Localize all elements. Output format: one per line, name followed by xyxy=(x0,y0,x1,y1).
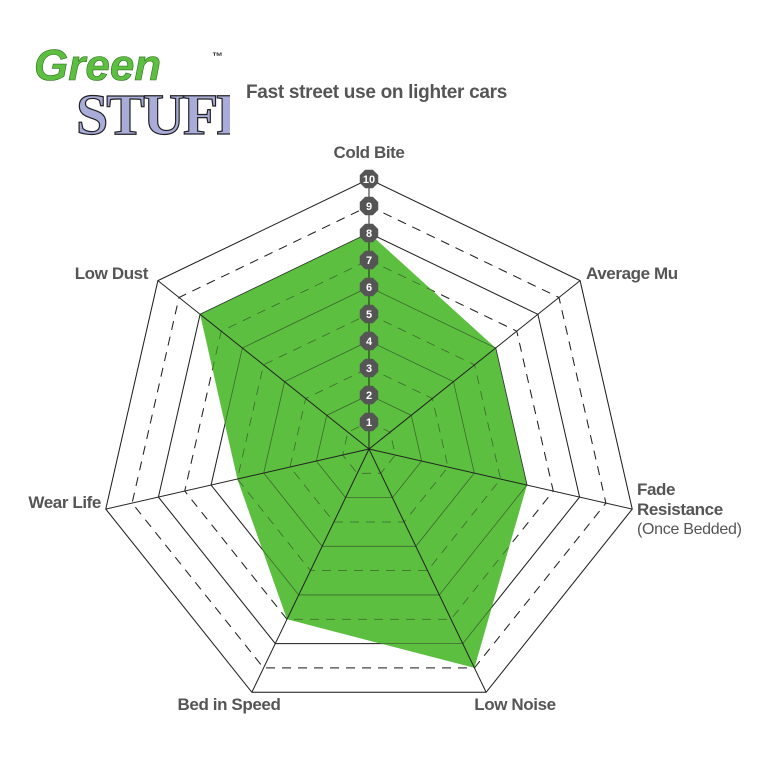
axis-spoke xyxy=(368,280,581,450)
scale-label: 8 xyxy=(366,228,372,240)
axis-spoke xyxy=(105,448,370,510)
axis-spoke xyxy=(157,280,370,450)
grid-ring-overlay-10 xyxy=(105,178,633,693)
axis-label: Average Mu xyxy=(586,264,678,283)
axis-label: Fade Resistance xyxy=(637,480,723,519)
scale-label: 3 xyxy=(366,363,372,375)
svg-text:™: ™ xyxy=(212,51,223,63)
scale-badge xyxy=(359,196,379,216)
scale-label: 4 xyxy=(366,336,373,348)
scale-badge xyxy=(359,358,379,378)
axis-label: Bed in Speed xyxy=(178,695,281,714)
axis-label-line: Resistance xyxy=(637,500,723,519)
green-stuff-logo: Green STUFF ™ xyxy=(34,41,230,141)
axis-label: Low Noise xyxy=(474,695,555,714)
axis-label: Cold Bite xyxy=(333,143,404,162)
axis-spoke xyxy=(368,448,487,693)
grid-ring-overlay-3 xyxy=(289,367,449,523)
svg-text:Green: Green xyxy=(34,41,161,90)
svg-text:STUFF: STUFF xyxy=(76,82,230,141)
grid-ring-overlay-5 xyxy=(236,313,502,572)
scale-badge xyxy=(359,385,379,405)
scale-label: 1 xyxy=(366,417,372,429)
scale-badge xyxy=(359,412,379,432)
grid-ring-overlay-8 xyxy=(157,232,581,645)
scale-badge xyxy=(359,169,379,189)
axis-spoke xyxy=(251,448,370,693)
grid-ring-overlay-4 xyxy=(263,340,475,547)
axis-label-line: Fade xyxy=(637,480,675,499)
scale-badge xyxy=(359,331,379,351)
axis-label: Wear Life xyxy=(28,493,101,512)
grid-ring-overlay-9 xyxy=(131,205,607,669)
scale-badge xyxy=(359,304,379,324)
grid-ring-overlay-2 xyxy=(315,394,423,499)
subtitle: Fast street use on lighter cars xyxy=(246,82,508,103)
scale-badge xyxy=(359,223,379,243)
grid-ring-overlay-6 xyxy=(210,286,528,596)
scale-label: 10 xyxy=(363,174,375,186)
scale-label: 6 xyxy=(366,282,372,294)
scale-label: 2 xyxy=(366,390,372,402)
scale-label: 5 xyxy=(366,309,372,321)
scale-badge xyxy=(359,250,379,270)
scale-label: 7 xyxy=(366,255,372,267)
scale-label: 9 xyxy=(366,201,372,213)
grid-ring-overlay-1 xyxy=(342,421,396,474)
scale-badge xyxy=(359,277,379,297)
axis-spoke xyxy=(368,448,633,510)
axis-sublabel: (Once Bedded) xyxy=(637,521,742,538)
axis-label: Low Dust xyxy=(75,264,149,283)
